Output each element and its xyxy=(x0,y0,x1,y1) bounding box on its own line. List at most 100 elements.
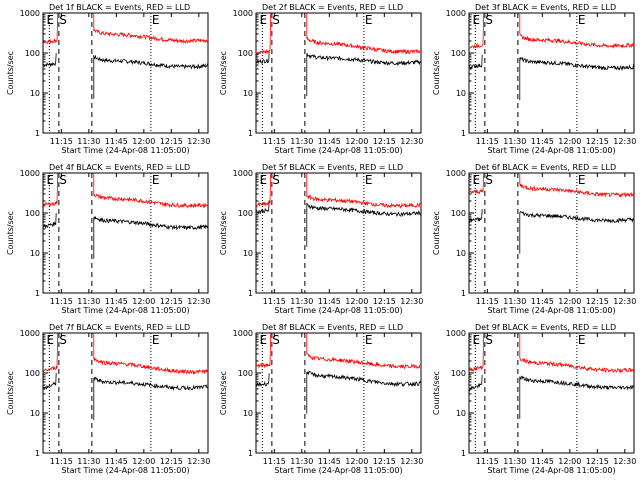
x-tick-label: 12:00 xyxy=(132,457,155,466)
events-series-line xyxy=(306,202,422,247)
event-marker-label: E xyxy=(578,13,586,27)
panel-title: Det 3f BLACK = Events, RED = LLD xyxy=(475,3,616,12)
x-tick-label: 11:45 xyxy=(105,457,128,466)
events-series-line xyxy=(468,374,483,392)
plot-frame xyxy=(42,332,209,454)
lld-series-line xyxy=(306,333,422,370)
plot-frame xyxy=(255,172,422,294)
panel-title: Det 1f BLACK = Events, RED = LLD xyxy=(49,3,190,12)
events-series-line xyxy=(519,56,635,101)
y-tick-label: 1 xyxy=(35,449,40,458)
y-axis-label: Counts/sec xyxy=(219,211,228,255)
plot-frame xyxy=(255,12,422,134)
events-series-line xyxy=(306,370,422,414)
y-tick-label: 1 xyxy=(248,449,253,458)
x-tick-label: 12:30 xyxy=(613,137,636,146)
x-tick-label: 12:00 xyxy=(345,137,368,146)
y-tick-label: 100 xyxy=(238,209,253,218)
event-marker-label: E xyxy=(47,333,55,347)
x-tick-label: 12:30 xyxy=(613,457,636,466)
panel-9: Det 9f BLACK = Events, RED = LLD 11:15 11:… xyxy=(432,323,636,475)
x-tick-label: 12:15 xyxy=(373,137,396,146)
y-tick-label: 1000 xyxy=(233,169,253,178)
y-tick-label: 10 xyxy=(456,89,466,98)
event-marker-label: S xyxy=(59,173,67,187)
x-axis-label: Start Time (24-Apr-08 11:05:00) xyxy=(61,306,189,315)
y-tick-label: 1000 xyxy=(20,329,40,338)
lld-series-line xyxy=(93,13,209,45)
panel-7: Det 7f BLACK = Events, RED = LLD 11:15 11:… xyxy=(6,323,210,475)
x-tick-label: 12:00 xyxy=(345,297,368,306)
event-marker-label: S xyxy=(272,333,280,347)
x-tick-label: 12:00 xyxy=(132,297,155,306)
x-tick-label: 11:30 xyxy=(503,297,526,306)
y-tick-label: 100 xyxy=(451,369,466,378)
y-axis-label: Counts/sec xyxy=(432,211,441,255)
x-tick-label: 11:15 xyxy=(476,457,499,466)
y-tick-label: 10 xyxy=(243,89,253,98)
y-axis-label: Counts/sec xyxy=(6,211,15,255)
y-axis-label: Counts/sec xyxy=(219,371,228,415)
lld-series-line xyxy=(519,333,635,374)
event-marker-label: E xyxy=(152,173,160,187)
plot-frame xyxy=(255,332,422,454)
y-axis-label: Counts/sec xyxy=(6,51,15,95)
x-tick-label: 11:45 xyxy=(531,297,554,306)
plot-frame xyxy=(468,172,635,294)
event-marker-label: E xyxy=(260,333,268,347)
panel-4: Det 4f BLACK = Events, RED = LLD 11:15 11:… xyxy=(6,163,210,315)
event-marker-label: E xyxy=(47,13,55,27)
panel-title: Det 9f BLACK = Events, RED = LLD xyxy=(475,323,616,332)
lld-series-line xyxy=(93,173,209,209)
y-tick-label: 100 xyxy=(451,209,466,218)
event-marker-label: E xyxy=(152,333,160,347)
x-tick-label: 12:15 xyxy=(586,457,609,466)
events-series-line xyxy=(93,54,209,99)
x-tick-label: 12:30 xyxy=(187,297,210,306)
x-tick-label: 12:00 xyxy=(558,297,581,306)
x-axis-label: Start Time (24-Apr-08 11:05:00) xyxy=(487,466,615,475)
plot-frame xyxy=(468,332,635,454)
lld-series-line xyxy=(468,332,485,373)
x-tick-label: 12:30 xyxy=(187,137,210,146)
event-marker-label: S xyxy=(485,333,493,347)
panel-title: Det 4f BLACK = Events, RED = LLD xyxy=(49,163,190,172)
lld-series-line xyxy=(42,172,59,208)
event-marker-label: E xyxy=(473,173,481,187)
x-tick-label: 11:30 xyxy=(77,457,100,466)
y-tick-label: 10 xyxy=(456,409,466,418)
event-marker-label: E xyxy=(578,173,586,187)
y-tick-label: 1 xyxy=(35,289,40,298)
y-axis-label: Counts/sec xyxy=(219,51,228,95)
x-tick-label: 11:15 xyxy=(263,457,286,466)
y-tick-label: 100 xyxy=(25,369,40,378)
x-tick-label: 11:15 xyxy=(50,457,73,466)
event-marker-label: E xyxy=(260,13,268,27)
x-tick-label: 11:30 xyxy=(503,457,526,466)
events-series-line xyxy=(468,208,483,224)
y-tick-label: 1000 xyxy=(446,329,466,338)
y-axis-label: Counts/sec xyxy=(432,51,441,95)
x-tick-label: 11:15 xyxy=(476,297,499,306)
x-axis-label: Start Time (24-Apr-08 11:05:00) xyxy=(274,306,402,315)
x-tick-label: 11:30 xyxy=(503,137,526,146)
x-tick-label: 12:00 xyxy=(558,457,581,466)
x-tick-label: 11:30 xyxy=(290,297,313,306)
event-marker-label: S xyxy=(485,13,493,27)
lld-series-line xyxy=(468,12,485,49)
x-axis-label: Start Time (24-Apr-08 11:05:00) xyxy=(487,306,615,315)
events-series-line xyxy=(42,213,57,229)
y-tick-label: 1000 xyxy=(20,169,40,178)
events-series-line xyxy=(519,210,635,254)
x-tick-label: 11:15 xyxy=(50,137,73,146)
x-tick-label: 11:30 xyxy=(290,137,313,146)
y-tick-label: 1 xyxy=(248,289,253,298)
events-series-line xyxy=(519,375,635,419)
lld-series-line xyxy=(255,172,272,208)
event-marker-label: E xyxy=(473,13,481,27)
event-marker-label: S xyxy=(272,13,280,27)
x-tick-label: 11:45 xyxy=(105,297,128,306)
x-tick-label: 11:45 xyxy=(318,457,341,466)
lld-series-line xyxy=(306,173,422,209)
